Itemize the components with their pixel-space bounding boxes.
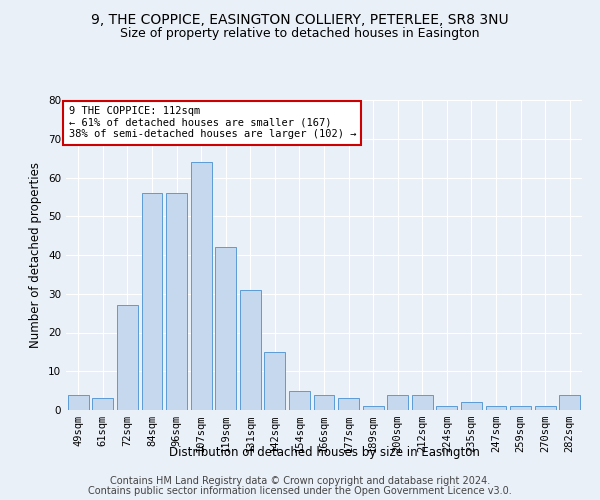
Bar	[117, 306, 138, 410]
Bar	[510, 406, 531, 410]
Y-axis label: Number of detached properties: Number of detached properties	[29, 162, 43, 348]
Bar	[436, 406, 457, 410]
Text: Distribution of detached houses by size in Easington: Distribution of detached houses by size …	[169, 446, 479, 459]
Bar	[314, 394, 334, 410]
Bar	[142, 193, 163, 410]
Bar	[412, 394, 433, 410]
Bar	[191, 162, 212, 410]
Bar	[535, 406, 556, 410]
Text: Size of property relative to detached houses in Easington: Size of property relative to detached ho…	[120, 28, 480, 40]
Text: 9 THE COPPICE: 112sqm
← 61% of detached houses are smaller (167)
38% of semi-det: 9 THE COPPICE: 112sqm ← 61% of detached …	[68, 106, 356, 140]
Text: Contains HM Land Registry data © Crown copyright and database right 2024.: Contains HM Land Registry data © Crown c…	[110, 476, 490, 486]
Bar	[362, 406, 383, 410]
Bar	[68, 394, 89, 410]
Bar	[215, 247, 236, 410]
Bar	[289, 390, 310, 410]
Bar	[485, 406, 506, 410]
Bar	[166, 193, 187, 410]
Bar	[461, 402, 482, 410]
Text: Contains public sector information licensed under the Open Government Licence v3: Contains public sector information licen…	[88, 486, 512, 496]
Bar	[265, 352, 286, 410]
Bar	[240, 290, 261, 410]
Bar	[559, 394, 580, 410]
Text: 9, THE COPPICE, EASINGTON COLLIERY, PETERLEE, SR8 3NU: 9, THE COPPICE, EASINGTON COLLIERY, PETE…	[91, 12, 509, 26]
Bar	[387, 394, 408, 410]
Bar	[338, 398, 359, 410]
Bar	[92, 398, 113, 410]
